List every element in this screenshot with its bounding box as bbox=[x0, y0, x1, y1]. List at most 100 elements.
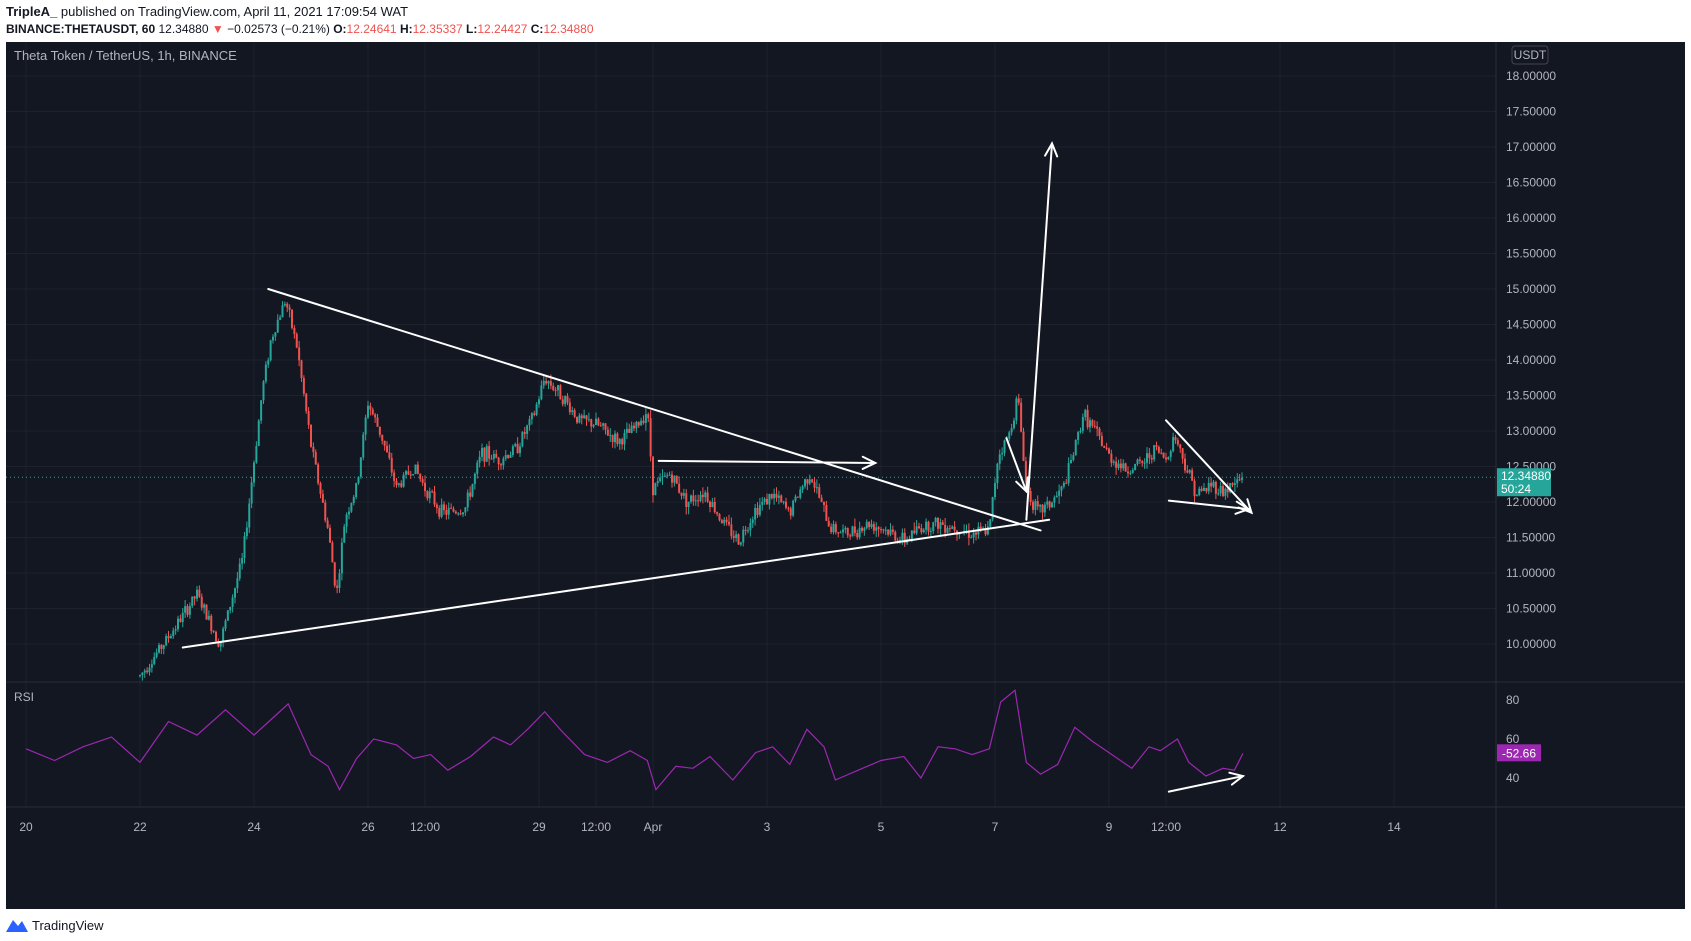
candle-body bbox=[343, 526, 346, 543]
candle-body bbox=[728, 521, 730, 525]
candle-body bbox=[495, 453, 498, 458]
candle-body bbox=[400, 483, 403, 487]
candle-body bbox=[1015, 398, 1018, 421]
high-value: 12.35337 bbox=[412, 22, 463, 36]
candle-body bbox=[169, 636, 172, 639]
candle-body bbox=[488, 446, 491, 459]
candle-body bbox=[680, 492, 683, 496]
arrow-head bbox=[1228, 771, 1246, 786]
candle-body bbox=[374, 414, 377, 418]
low-label: L: bbox=[466, 22, 478, 36]
author-name[interactable]: TripleA_ bbox=[6, 4, 58, 19]
candle-body bbox=[428, 491, 431, 499]
time-axis[interactable]: 20 22 24 26 12:00 29 12:00 Apr 3 5 7 9 12:00 12 14 bbox=[19, 820, 1401, 834]
candle-body bbox=[1129, 472, 1132, 474]
candle-body bbox=[381, 434, 384, 441]
candle-body bbox=[1165, 457, 1167, 460]
candle-body bbox=[877, 527, 880, 530]
candle-body bbox=[305, 393, 308, 412]
candle-body bbox=[526, 425, 529, 434]
rsi-tick-label: 60 bbox=[1506, 732, 1520, 746]
candle-body bbox=[922, 529, 925, 533]
candle-body bbox=[891, 529, 894, 532]
candle-body bbox=[751, 519, 754, 524]
candle-body bbox=[573, 410, 576, 417]
candle-body bbox=[625, 428, 628, 433]
candle-body bbox=[1150, 457, 1153, 460]
drawings[interactable] bbox=[181, 141, 1254, 793]
price-tick-label: 16.00000 bbox=[1506, 211, 1556, 225]
candle-body bbox=[345, 514, 348, 527]
tradingview-logo-icon bbox=[6, 920, 28, 932]
candle-body bbox=[628, 428, 631, 433]
candle-body bbox=[1089, 420, 1091, 428]
candle-body bbox=[226, 610, 229, 621]
candle-body bbox=[414, 464, 417, 475]
time-tick-label: 9 bbox=[1106, 820, 1113, 834]
candle-body bbox=[196, 589, 198, 599]
candle-body bbox=[212, 631, 215, 633]
candle-body bbox=[165, 636, 168, 646]
price-axis[interactable]: 18.00000 17.50000 17.00000 16.50000 16.00000… bbox=[1506, 69, 1556, 785]
currency-button[interactable]: USDT bbox=[1511, 45, 1549, 65]
candle-body bbox=[1074, 440, 1077, 456]
trend-line[interactable] bbox=[267, 288, 1042, 532]
candle-body bbox=[300, 360, 303, 379]
candle-body bbox=[777, 495, 780, 498]
last-price-value: 12.34880 bbox=[1501, 469, 1551, 483]
chart-canvas[interactable]: Theta Token / TetherUS, 1h, BINANCE USDT 1… bbox=[6, 42, 1685, 909]
candle-body bbox=[804, 479, 806, 487]
candle-body bbox=[903, 532, 906, 544]
candle-body bbox=[766, 498, 768, 505]
last-price-tag-bg bbox=[1497, 468, 1551, 497]
price-tick-label: 16.50000 bbox=[1506, 176, 1556, 190]
candle-body bbox=[725, 519, 728, 522]
candle-body bbox=[483, 447, 486, 462]
candle-body bbox=[951, 526, 954, 529]
tradingview-logo[interactable]: TradingView bbox=[6, 910, 104, 940]
candle-body bbox=[473, 473, 476, 485]
candle-body bbox=[858, 527, 861, 538]
chart-panel[interactable]: Theta Token / TetherUS, 1h, BINANCE USDT 1… bbox=[6, 42, 1685, 909]
candle-body bbox=[872, 524, 875, 531]
candle-body bbox=[1138, 459, 1141, 461]
candle-body bbox=[1188, 470, 1191, 473]
candle-body bbox=[1169, 451, 1172, 457]
arrow-drawing[interactable] bbox=[1025, 141, 1059, 521]
candle-body bbox=[1226, 488, 1229, 493]
candle-body bbox=[139, 675, 141, 677]
arrow-drawing[interactable] bbox=[1167, 771, 1246, 793]
trend-line[interactable] bbox=[181, 518, 1051, 649]
candle-body bbox=[1134, 464, 1137, 470]
candle-body bbox=[1212, 481, 1215, 487]
candle-body bbox=[1010, 428, 1013, 433]
candle-body bbox=[1086, 409, 1089, 428]
candle-body bbox=[889, 529, 892, 535]
candle-body bbox=[1193, 480, 1196, 497]
candle-body bbox=[143, 670, 146, 673]
candle-body bbox=[181, 612, 184, 622]
candle-body bbox=[554, 390, 557, 392]
arrow-drawing[interactable] bbox=[657, 455, 878, 470]
candle-body bbox=[1191, 470, 1194, 481]
candle-body bbox=[642, 420, 645, 423]
candle-body bbox=[1032, 501, 1034, 510]
time-tick-label: 24 bbox=[247, 820, 261, 834]
candle-body bbox=[1233, 483, 1236, 485]
candle-body bbox=[967, 530, 970, 538]
candle-body bbox=[481, 447, 483, 457]
candle-body bbox=[711, 501, 714, 508]
tradingview-brand: TradingView bbox=[32, 917, 104, 933]
candle-body bbox=[1062, 482, 1065, 487]
candle-body bbox=[250, 482, 253, 504]
candle-body bbox=[1022, 431, 1025, 461]
candle-body bbox=[875, 527, 878, 531]
candle-body bbox=[507, 455, 510, 458]
arrow-drawing[interactable] bbox=[1167, 499, 1251, 515]
candle-body bbox=[217, 641, 220, 647]
price-tick-label: 10.00000 bbox=[1506, 637, 1556, 651]
candle-body bbox=[1131, 469, 1134, 473]
arrow-drawing[interactable] bbox=[1005, 437, 1029, 494]
candle-body bbox=[150, 664, 153, 668]
candle-body bbox=[564, 396, 567, 405]
